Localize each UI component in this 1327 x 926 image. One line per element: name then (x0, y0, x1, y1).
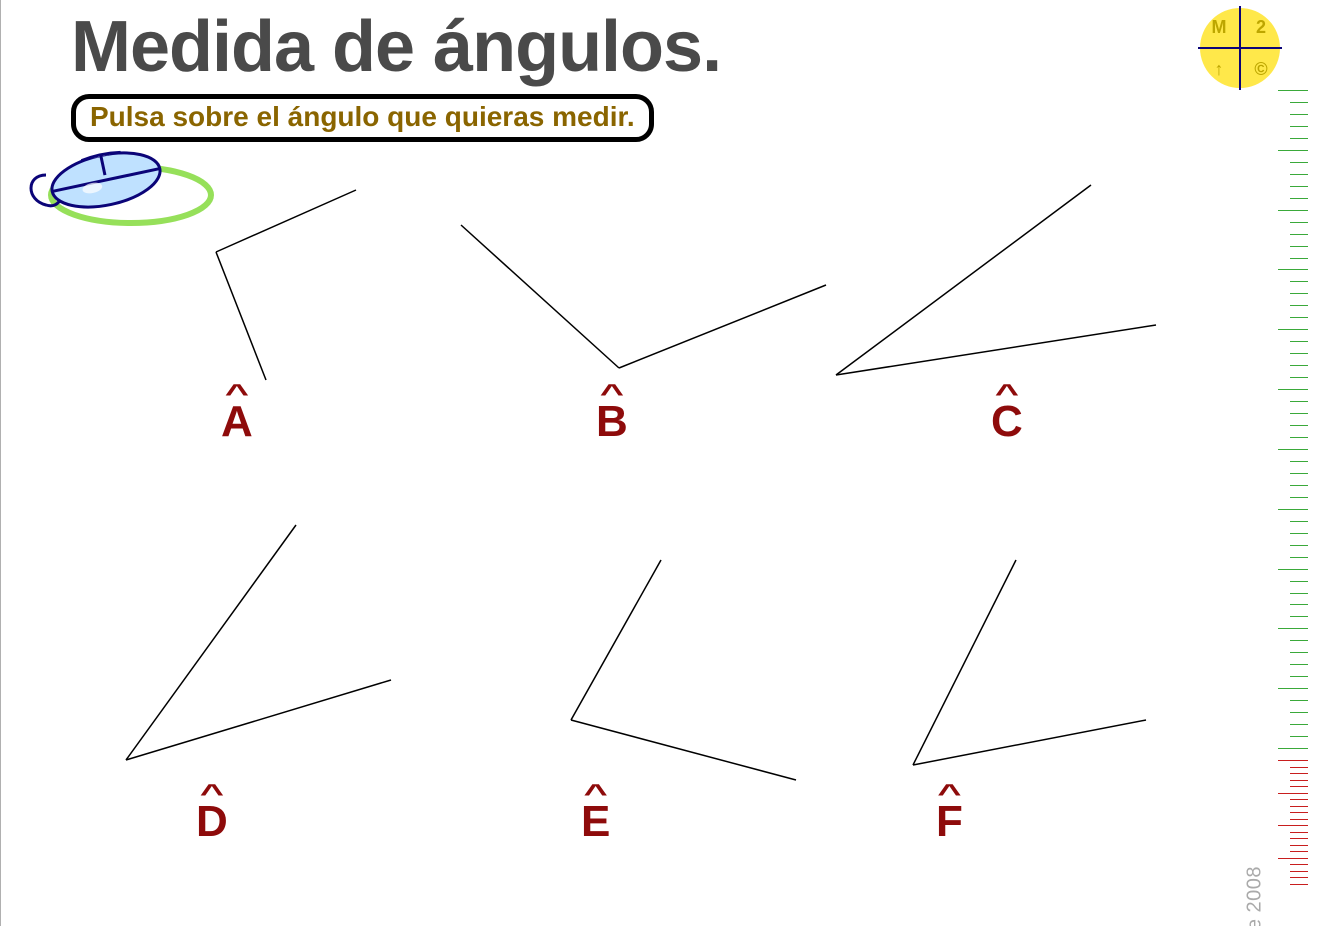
angle-f-label: ^F (936, 780, 963, 844)
page-title: Medida de ángulos. (71, 6, 721, 88)
angle-a-label: ^A (221, 380, 253, 444)
credit-text: Mario Ramos Rodríguez - agosto de 2008 (1243, 866, 1266, 926)
medallion-up-button[interactable]: ↑ (1198, 48, 1240, 90)
angle-b-label: ^B (596, 380, 628, 444)
medallion-m-button[interactable]: M (1198, 6, 1240, 48)
medallion-copyright-button[interactable]: © (1240, 48, 1282, 90)
angle-f-button[interactable] (908, 555, 1151, 770)
stage: Medida de ángulos. Pulsa sobre el ángulo… (0, 0, 1327, 926)
angle-c-label: ^C (991, 380, 1023, 444)
mouse-icon (11, 120, 221, 230)
angle-d-button[interactable] (121, 520, 396, 765)
angle-c-button[interactable] (831, 180, 1161, 380)
medallion-2-button[interactable]: 2 (1240, 6, 1282, 48)
side-ruler (1274, 90, 1308, 886)
angle-e-label: ^E (581, 780, 610, 844)
angle-a-button[interactable] (211, 185, 361, 385)
angle-e-button[interactable] (566, 555, 801, 785)
angle-d-label: ^D (196, 780, 228, 844)
nav-medallion: M 2 ↑ © (1198, 6, 1282, 90)
angle-b-button[interactable] (456, 220, 831, 373)
